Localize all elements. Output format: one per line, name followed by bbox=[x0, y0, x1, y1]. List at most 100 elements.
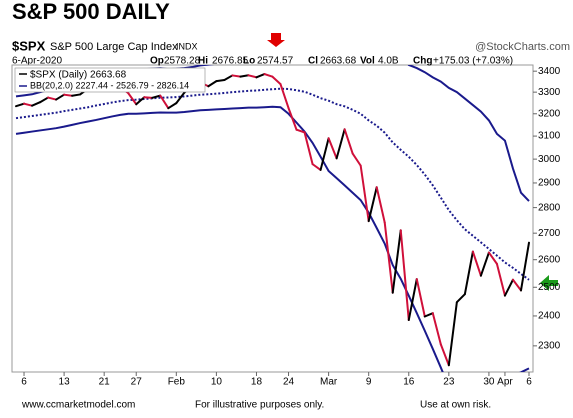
price-segment bbox=[351, 152, 362, 167]
y-tick-label: 2300 bbox=[538, 340, 561, 351]
quote-value: 2578.28 bbox=[164, 56, 201, 67]
legend-label: BB(20,2.0) 2227.44 - 2526.79 - 2826.14 bbox=[30, 80, 189, 90]
price-segment bbox=[215, 78, 226, 83]
price-segment bbox=[519, 241, 530, 292]
y-tick-label: 2700 bbox=[538, 228, 561, 239]
x-tick-label: 24 bbox=[283, 377, 295, 388]
red-arrow bbox=[267, 33, 285, 47]
price-segment bbox=[39, 96, 50, 104]
y-tick-label: 2900 bbox=[538, 178, 561, 189]
price-segment bbox=[311, 163, 322, 171]
price-segment bbox=[455, 293, 466, 304]
source: @StockCharts.com bbox=[475, 41, 570, 53]
price-segment bbox=[479, 251, 490, 277]
y-tick-label: 2500 bbox=[538, 282, 561, 293]
price-segment bbox=[415, 278, 426, 318]
y-tick-label: 2400 bbox=[538, 311, 561, 322]
price-segment bbox=[287, 107, 298, 131]
exchange: INDX bbox=[176, 41, 198, 51]
price-segment bbox=[495, 262, 506, 297]
price-segment bbox=[23, 102, 34, 107]
quote-value: 2676.85 bbox=[212, 56, 249, 67]
price-segment bbox=[399, 229, 410, 322]
price-segment bbox=[503, 278, 514, 297]
y-tick-label: 3100 bbox=[538, 131, 561, 142]
x-tick-label: 21 bbox=[99, 377, 111, 388]
price-segment bbox=[127, 92, 138, 106]
price-segment bbox=[231, 74, 242, 78]
quote-label: Hi bbox=[198, 56, 208, 67]
price-segment bbox=[471, 250, 482, 277]
x-tick-label: Mar bbox=[320, 377, 338, 388]
price-segment bbox=[447, 301, 458, 367]
price-segment bbox=[487, 251, 498, 265]
price-segment bbox=[303, 131, 314, 166]
symbol: $SPX bbox=[12, 38, 46, 53]
quote-value: 4.0B bbox=[378, 56, 399, 67]
price-segment bbox=[47, 96, 58, 101]
quote-label: Op bbox=[150, 56, 164, 67]
price-segment bbox=[271, 75, 282, 86]
price-segment bbox=[239, 74, 250, 78]
legend bbox=[14, 67, 206, 93]
quote-value: +175.03 (+7.03%) bbox=[433, 56, 513, 67]
x-tick-label: 9 bbox=[366, 377, 372, 388]
footer: www.ccmarketmodel.com bbox=[21, 400, 135, 411]
x-tick-label: 27 bbox=[131, 377, 143, 388]
y-tick-label: 3300 bbox=[538, 87, 561, 98]
price-segment bbox=[71, 93, 82, 97]
price-segment bbox=[367, 186, 378, 223]
footer: Use at own risk. bbox=[420, 400, 491, 411]
price-segment bbox=[143, 96, 154, 99]
price-segment bbox=[407, 278, 418, 322]
price-segment bbox=[423, 312, 434, 318]
legend-label: $SPX (Daily) 2663.68 bbox=[30, 70, 127, 81]
date: 6-Apr-2020 bbox=[12, 56, 62, 67]
price-segment bbox=[295, 128, 306, 134]
price-segment bbox=[439, 343, 450, 367]
price-segment bbox=[511, 278, 522, 292]
plot bbox=[15, 65, 530, 372]
y-tick-label: 2800 bbox=[538, 202, 561, 213]
price-segment bbox=[463, 250, 474, 296]
price-segment bbox=[327, 137, 338, 160]
price-segment bbox=[15, 102, 26, 108]
price-segment bbox=[359, 164, 370, 223]
price-segment bbox=[335, 128, 346, 160]
price-segment bbox=[63, 93, 74, 97]
price-segment bbox=[223, 74, 234, 81]
price-segment bbox=[383, 221, 394, 294]
y-tick-label: 3200 bbox=[538, 108, 561, 119]
x-tick-label: Feb bbox=[168, 377, 186, 388]
price-segment bbox=[279, 83, 290, 110]
x-tick-label: 18 bbox=[251, 377, 263, 388]
x-tick-label: 30 bbox=[483, 377, 495, 388]
quote-label: Cl bbox=[308, 56, 318, 67]
x-tick-label: 6 bbox=[21, 377, 27, 388]
y-tick-label: 3000 bbox=[538, 154, 561, 165]
quote-label: Lo bbox=[243, 56, 255, 67]
bollinger-lower bbox=[15, 105, 530, 372]
x-tick-label: 23 bbox=[443, 377, 455, 388]
footer: For illustrative purposes only. bbox=[195, 400, 324, 411]
x-tick-label: Apr bbox=[497, 377, 513, 388]
x-tick-label: 6 bbox=[526, 377, 532, 388]
quote-label: Chg bbox=[413, 56, 432, 67]
price-segment bbox=[167, 102, 178, 110]
price-segment bbox=[431, 312, 442, 346]
bollinger-middle bbox=[15, 87, 530, 281]
price-segment bbox=[31, 101, 42, 107]
price-segment bbox=[207, 80, 218, 88]
green-arrow bbox=[540, 275, 558, 291]
price-segment bbox=[343, 128, 354, 155]
x-tick-label: 10 bbox=[211, 377, 223, 388]
quote-label: Vol bbox=[360, 56, 375, 67]
plot-area bbox=[11, 64, 534, 373]
quote-value: 2663.68 bbox=[320, 56, 357, 67]
symbol-name: S&P 500 Large Cap Index bbox=[50, 41, 178, 53]
price-segment bbox=[391, 229, 402, 294]
y-tick-label: 2600 bbox=[538, 254, 561, 265]
price-segment bbox=[247, 74, 258, 79]
x-tick-label: 16 bbox=[403, 377, 415, 388]
